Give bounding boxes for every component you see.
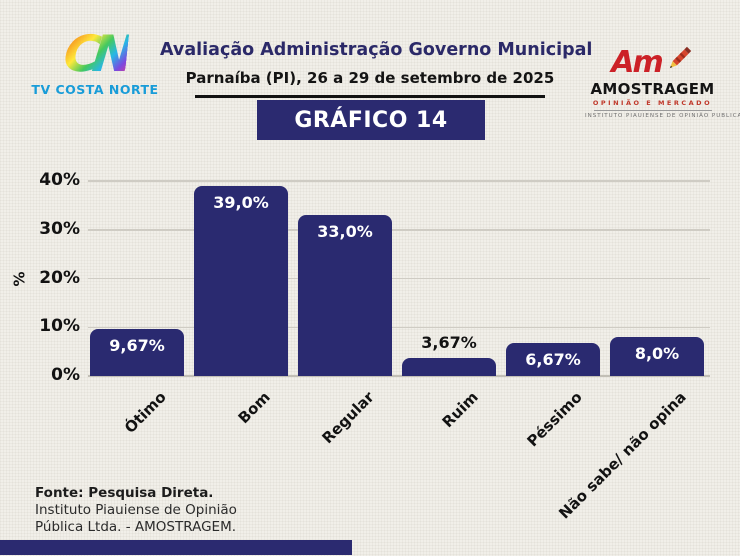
pencil-icon bbox=[669, 46, 691, 69]
tv-costa-norte-label: TV COSTA NORTE bbox=[31, 82, 159, 97]
bar-3 bbox=[402, 358, 496, 376]
bar-5 bbox=[610, 337, 704, 376]
grafico-badge-label: GRÁFICO 14 bbox=[294, 107, 448, 133]
title-block: Avaliação Administração Governo Municipa… bbox=[160, 40, 593, 98]
bar-value-label: 3,67% bbox=[421, 333, 477, 353]
amostragem-institute: INSTITUTO PIAUIENSE DE OPINIÃO PUBLICA bbox=[585, 113, 740, 119]
am-monogram-icon: Am bbox=[611, 45, 664, 80]
bar-0 bbox=[90, 328, 184, 376]
bar-value-label: 6,67% bbox=[525, 350, 581, 370]
bar-2 bbox=[298, 215, 392, 376]
title-divider bbox=[195, 95, 545, 98]
source-line-1: Fonte: Pesquisa Direta. bbox=[35, 485, 214, 501]
source-line-3: Pública Ltda. - AMOSTRAGEM. bbox=[35, 519, 237, 535]
tv-costa-norte-logo: CN TV COSTA NORTE bbox=[30, 25, 160, 97]
source-line-2: Instituto Piauiense de Opinião bbox=[35, 502, 237, 518]
amostragem-logo: Am AMOSTRAGEM OPINIÃO E MERCADO INSTITUT… bbox=[585, 38, 740, 119]
bar-value-label: 33,0% bbox=[317, 222, 373, 242]
bar-1 bbox=[194, 185, 288, 376]
source-note: Fonte: Pesquisa Direta. Instituto Piauie… bbox=[35, 485, 237, 536]
y-tick-label: 40% bbox=[39, 170, 80, 190]
amostragem-label: AMOSTRAGEM bbox=[590, 80, 715, 98]
y-tick-label: 10% bbox=[39, 316, 80, 337]
bar-value-label: 39,0% bbox=[213, 192, 269, 212]
y-tick-label: 20% bbox=[39, 267, 80, 288]
x-axis-line bbox=[88, 375, 710, 377]
amostragem-divider bbox=[593, 110, 712, 111]
gridline bbox=[88, 229, 710, 231]
gridline bbox=[88, 277, 710, 280]
gridline bbox=[88, 326, 710, 328]
amostragem-tagline: OPINIÃO E MERCADO bbox=[592, 99, 713, 107]
bar-value-label: 9,67% bbox=[109, 335, 165, 355]
bottom-accent-bar bbox=[0, 540, 352, 555]
bar-value-label: 8,0% bbox=[634, 344, 680, 363]
grafico-badge: GRÁFICO 14 bbox=[257, 100, 485, 140]
y-axis-title: % bbox=[10, 270, 29, 287]
y-tick-label: 30% bbox=[39, 218, 80, 239]
chart-title: Avaliação Administração Governo Municipa… bbox=[160, 40, 593, 60]
gridline bbox=[88, 180, 710, 182]
y-tick-label: 0% bbox=[51, 365, 80, 385]
bar-4 bbox=[506, 343, 600, 376]
chart-subtitle: Parnaíba (PI), 26 a 29 de setembro de 20… bbox=[185, 69, 555, 87]
